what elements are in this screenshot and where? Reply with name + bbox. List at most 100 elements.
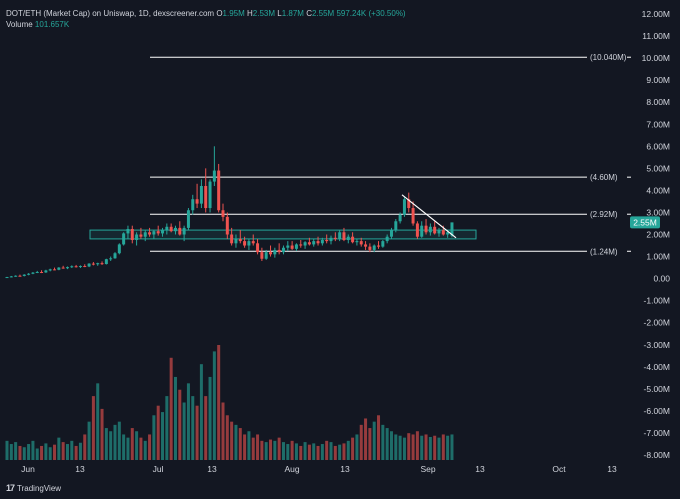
y-tick-label: 9.00M bbox=[646, 75, 670, 85]
candle bbox=[83, 264, 87, 268]
candle-body bbox=[161, 230, 165, 234]
volume-bar bbox=[126, 437, 130, 460]
candle-body bbox=[208, 181, 212, 209]
candle-body bbox=[407, 199, 411, 209]
candle bbox=[199, 179, 203, 209]
volume-bar bbox=[70, 440, 74, 460]
candle-body bbox=[122, 233, 126, 245]
candle bbox=[165, 223, 169, 235]
volume-bars bbox=[5, 345, 454, 460]
volume-bar bbox=[260, 440, 264, 460]
volume-bar bbox=[433, 435, 437, 460]
volume-bar bbox=[169, 357, 173, 460]
volume-bar bbox=[428, 437, 432, 460]
candle-body bbox=[346, 236, 350, 241]
candle bbox=[243, 236, 247, 248]
candle bbox=[204, 168, 208, 213]
candle-body bbox=[169, 226, 173, 232]
candle-body bbox=[273, 249, 277, 255]
candle-body bbox=[191, 199, 195, 211]
volume-bar bbox=[243, 434, 247, 460]
y-tick-label: 3.00M bbox=[646, 207, 670, 217]
candle bbox=[5, 276, 9, 279]
y-tick-label: -6.00M bbox=[644, 406, 670, 416]
volume-bar bbox=[269, 439, 273, 460]
x-tick-label: 13 bbox=[75, 464, 85, 474]
candle-body bbox=[139, 234, 143, 237]
volume-bar bbox=[377, 415, 381, 460]
candle-body bbox=[389, 230, 393, 237]
candle bbox=[44, 269, 48, 273]
volume-bar bbox=[415, 431, 419, 460]
tradingview-watermark[interactable]: 17 TradingView bbox=[6, 483, 61, 493]
candle bbox=[389, 227, 393, 239]
volume-bar bbox=[437, 437, 441, 460]
candle-body bbox=[256, 243, 260, 253]
candle bbox=[156, 225, 160, 236]
candle bbox=[359, 237, 363, 247]
candle bbox=[346, 234, 350, 244]
candle-body bbox=[394, 221, 398, 231]
candle bbox=[377, 241, 381, 249]
candle-body bbox=[251, 241, 255, 244]
candle bbox=[48, 268, 52, 272]
volume-bar bbox=[411, 434, 415, 460]
candle bbox=[169, 223, 173, 233]
volume-bar bbox=[204, 396, 208, 460]
volume-bar bbox=[247, 431, 251, 460]
candle-body bbox=[148, 232, 152, 235]
candle bbox=[57, 267, 61, 271]
candle-body bbox=[433, 226, 437, 234]
candle-body bbox=[312, 241, 316, 245]
volume-bar bbox=[191, 396, 195, 460]
ohlc-close: C2.55M bbox=[306, 9, 335, 18]
candle bbox=[152, 230, 156, 239]
volume-bar bbox=[221, 402, 225, 460]
volume-bar bbox=[394, 434, 398, 460]
candle-body bbox=[437, 230, 441, 234]
candle-body bbox=[195, 199, 199, 204]
candle-body bbox=[61, 267, 65, 269]
x-tick-label: Sep bbox=[420, 464, 435, 474]
candle-body bbox=[126, 228, 130, 234]
candle-body bbox=[113, 253, 117, 259]
candle bbox=[122, 232, 126, 246]
y-tick-label: 10.00M bbox=[642, 53, 670, 63]
volume-bar bbox=[346, 440, 350, 460]
candle bbox=[208, 179, 212, 213]
candle bbox=[161, 227, 165, 237]
candle bbox=[22, 274, 26, 277]
level-label: (4.60M) bbox=[590, 173, 618, 182]
support-zone bbox=[89, 229, 477, 240]
price-tag-label: 2.55M bbox=[633, 217, 657, 227]
candle bbox=[230, 227, 234, 246]
y-tick-label: -4.00M bbox=[644, 362, 670, 372]
candle-body bbox=[385, 236, 389, 242]
volume-bar bbox=[78, 442, 82, 460]
candle bbox=[113, 252, 117, 259]
candle-body bbox=[364, 244, 368, 247]
candle bbox=[286, 241, 290, 252]
volume-bar bbox=[389, 431, 393, 460]
y-tick-label: 7.00M bbox=[646, 119, 670, 129]
candle-body bbox=[199, 185, 203, 204]
volume-legend: Volume 101.657K bbox=[6, 20, 69, 29]
symbol-title: DOT/ETH (Market Cap) on Uniswap, 1D, dex… bbox=[6, 9, 215, 18]
volume-bar bbox=[130, 428, 134, 460]
candle bbox=[14, 275, 18, 277]
volume-bar bbox=[208, 376, 212, 460]
volume-bar bbox=[117, 421, 121, 460]
candle bbox=[329, 235, 333, 245]
y-tick-label: -3.00M bbox=[644, 340, 670, 350]
candle-body bbox=[217, 170, 221, 211]
candle-body bbox=[299, 244, 303, 246]
candle-body bbox=[307, 242, 311, 245]
legend-header: DOT/ETH (Market Cap) on Uniswap, 1D, dex… bbox=[6, 9, 406, 18]
candle bbox=[251, 234, 255, 246]
volume-bar bbox=[441, 434, 445, 460]
candle-body bbox=[22, 274, 26, 276]
candle bbox=[238, 230, 242, 244]
candle-body bbox=[18, 275, 22, 277]
volume-bar bbox=[122, 434, 126, 460]
